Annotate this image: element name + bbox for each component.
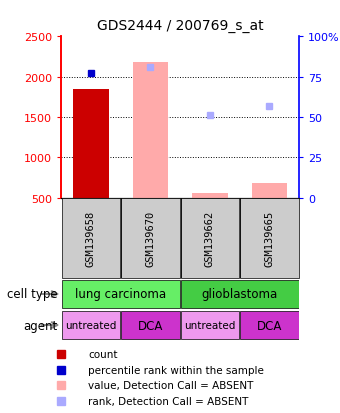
Text: untreated: untreated — [184, 320, 236, 330]
Text: untreated: untreated — [65, 320, 117, 330]
Text: GSM139665: GSM139665 — [265, 211, 274, 266]
Bar — [240, 311, 299, 339]
Bar — [240, 198, 299, 279]
Text: rank, Detection Call = ABSENT: rank, Detection Call = ABSENT — [88, 396, 249, 406]
Text: percentile rank within the sample: percentile rank within the sample — [88, 365, 264, 375]
Text: glioblastoma: glioblastoma — [202, 288, 278, 301]
Text: value, Detection Call = ABSENT: value, Detection Call = ABSENT — [88, 380, 254, 391]
Bar — [121, 311, 180, 339]
Bar — [73, 90, 109, 198]
Text: count: count — [88, 349, 118, 359]
Bar — [121, 198, 180, 279]
Bar — [181, 311, 239, 339]
Bar — [181, 280, 299, 308]
Bar — [181, 198, 239, 279]
Bar — [62, 198, 120, 279]
Bar — [62, 280, 180, 308]
Text: GSM139662: GSM139662 — [205, 211, 215, 266]
Bar — [252, 183, 287, 198]
Text: GSM139670: GSM139670 — [146, 211, 155, 266]
Bar — [62, 311, 120, 339]
Bar — [133, 63, 168, 198]
Text: DCA: DCA — [257, 319, 282, 332]
Text: DCA: DCA — [138, 319, 163, 332]
Text: lung carcinoma: lung carcinoma — [75, 288, 166, 301]
Text: agent: agent — [23, 319, 58, 332]
Text: cell type: cell type — [7, 288, 58, 301]
Title: GDS2444 / 200769_s_at: GDS2444 / 200769_s_at — [97, 19, 264, 33]
Text: GSM139658: GSM139658 — [86, 211, 96, 266]
Bar — [192, 193, 228, 198]
